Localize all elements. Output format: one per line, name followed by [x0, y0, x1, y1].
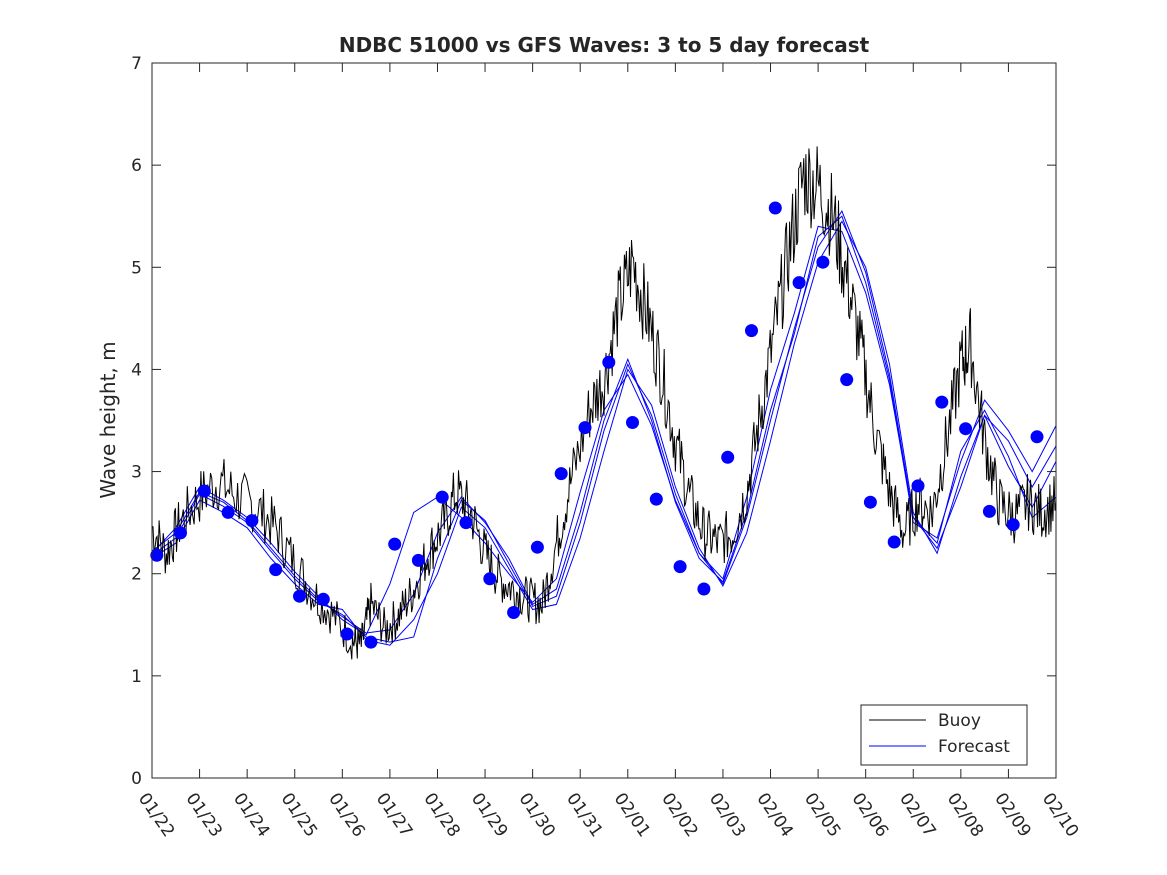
- forecast-marker: [626, 416, 639, 429]
- x-tick-label: 01/29: [467, 789, 511, 841]
- forecast-marker: [483, 572, 497, 586]
- forecast-marker: [863, 495, 877, 509]
- forecast-marker: [435, 490, 449, 504]
- marker-layer: [150, 201, 1044, 649]
- forecast-marker: [602, 355, 616, 369]
- x-tick-label: 01/22: [134, 789, 178, 841]
- x-tick-label: 02/07: [895, 789, 939, 841]
- forecast-marker: [459, 516, 473, 530]
- forecast-marker: [293, 589, 306, 603]
- forecast-marker: [245, 514, 259, 528]
- forecast-marker: [745, 324, 758, 338]
- forecast-marker: [388, 537, 402, 551]
- forecast-marker: [697, 582, 711, 596]
- forecast-line-4: [151, 215, 1057, 634]
- x-tick-label: 02/08: [943, 789, 987, 841]
- x-tick-label: 02/02: [657, 789, 701, 841]
- chart-title: NDBC 51000 vs GFS Waves: 3 to 5 day fore…: [339, 33, 870, 57]
- y-tick-label: 4: [131, 360, 142, 380]
- y-tick-label: 6: [131, 156, 142, 176]
- forecast-marker: [721, 450, 735, 464]
- x-tick-label: 02/05: [800, 789, 844, 841]
- forecast-marker: [1030, 430, 1044, 444]
- forecast-marker: [364, 635, 378, 649]
- x-tick-label: 02/09: [990, 789, 1034, 841]
- forecast-marker: [1006, 518, 1020, 532]
- y-tick-label: 2: [131, 565, 142, 585]
- forecast-marker: [507, 606, 521, 619]
- forecast-marker: [887, 535, 901, 549]
- forecast-marker: [174, 526, 187, 540]
- buoy-line: [151, 146, 1057, 660]
- y-tick-label: 5: [131, 258, 142, 278]
- forecast-marker: [530, 540, 544, 554]
- x-tick-label: 01/28: [419, 789, 463, 841]
- x-tick-label: 01/31: [562, 789, 606, 841]
- forecast-marker: [840, 373, 854, 387]
- forecast-marker: [982, 504, 996, 518]
- forecast-marker: [649, 492, 663, 506]
- forecast-marker: [911, 479, 925, 493]
- forecast-marker: [411, 553, 425, 567]
- forecast-marker: [768, 201, 782, 215]
- x-tick-label: 02/06: [848, 789, 892, 841]
- x-tick-label: 02/10: [1038, 789, 1082, 841]
- forecast-marker: [673, 560, 687, 574]
- forecast-marker: [150, 548, 164, 562]
- legend-buoy-label: Buoy: [938, 711, 981, 731]
- y-tick-label: 7: [131, 54, 142, 74]
- x-tick-label: 01/25: [277, 789, 321, 841]
- forecast-marker: [935, 395, 949, 409]
- forecast-marker: [792, 276, 806, 290]
- y-tick-label: 3: [131, 463, 142, 483]
- legend-forecast-label: Forecast: [938, 737, 1010, 757]
- forecast-marker: [269, 563, 283, 577]
- forecast-marker: [578, 421, 592, 435]
- x-tick-label: 02/03: [705, 789, 749, 841]
- legend-box: [860, 704, 1028, 766]
- legend: Buoy Forecast: [860, 704, 1028, 766]
- axes-box: [151, 62, 1057, 779]
- x-tick-label: 02/01: [610, 789, 654, 841]
- forecast-marker: [316, 592, 330, 606]
- forecast-marker: [554, 467, 568, 481]
- forecast-marker: [340, 627, 354, 641]
- x-tick-label: 01/24: [229, 789, 273, 841]
- forecast-marker: [816, 255, 830, 269]
- forecast-marker: [959, 422, 973, 436]
- y-axis-label: Wave height, m: [96, 341, 120, 498]
- forecast-line-1: [151, 210, 1057, 643]
- y-tick-label: 0: [131, 769, 142, 789]
- x-tick-label: 01/26: [324, 789, 368, 841]
- x-tick-label: 02/04: [752, 789, 796, 841]
- forecast-marker: [221, 505, 235, 519]
- x-tick-label: 01/30: [515, 789, 559, 841]
- y-tick-label: 1: [131, 667, 142, 687]
- forecast-marker: [197, 484, 211, 498]
- x-tick-label: 01/27: [372, 789, 416, 841]
- x-tick-label: 01/23: [181, 789, 225, 841]
